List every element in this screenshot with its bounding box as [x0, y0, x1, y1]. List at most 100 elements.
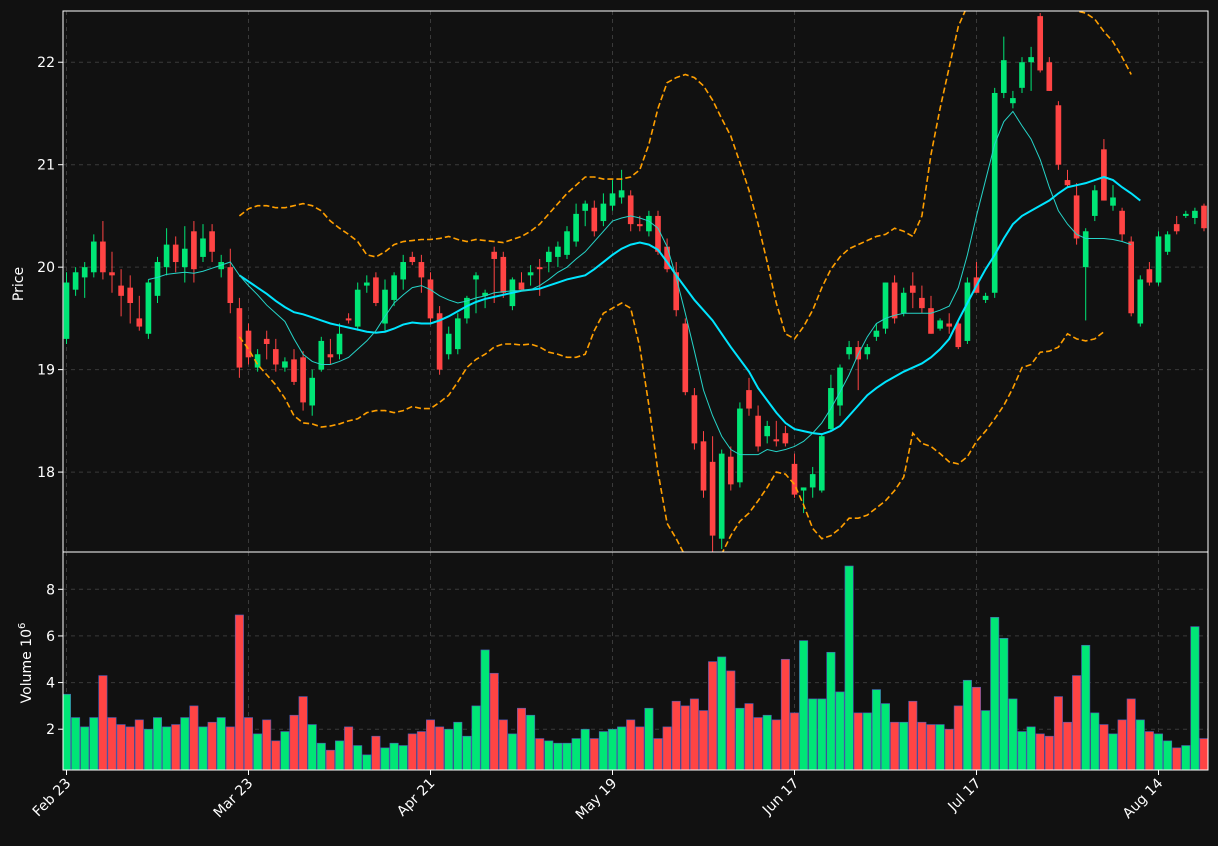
candle-body — [300, 357, 306, 403]
volume-axis-label-exponent: 6 — [17, 623, 28, 629]
candle-body — [154, 262, 161, 296]
volume-bar — [426, 719, 435, 770]
candle-body — [1146, 269, 1153, 283]
candle — [445, 326, 452, 360]
candle-body — [409, 256, 416, 263]
candle — [873, 323, 880, 341]
candle-body — [791, 463, 798, 495]
volume-bar — [1090, 712, 1100, 770]
volume-bar — [562, 742, 572, 770]
volume-bar — [1163, 740, 1173, 770]
volume-bar — [771, 719, 781, 770]
volume-bar — [407, 733, 417, 770]
candle — [709, 436, 716, 552]
volume-bar — [498, 719, 508, 770]
price-axis-label: Price — [11, 267, 27, 301]
candle — [1037, 13, 1044, 73]
volume-bar — [835, 691, 845, 770]
candle-body — [818, 436, 825, 491]
candle — [409, 251, 416, 266]
candle-body — [891, 282, 898, 319]
volume-bar — [580, 728, 590, 770]
volume-bar — [89, 717, 99, 770]
volume-bar — [844, 565, 854, 770]
candle-body — [127, 287, 134, 304]
candle-body — [464, 297, 470, 319]
volume-bar — [143, 728, 153, 770]
candle-body — [373, 277, 379, 304]
candle-body — [427, 279, 434, 319]
volume-bar — [507, 733, 517, 770]
candle — [1091, 185, 1098, 222]
volume-bar — [71, 717, 81, 770]
candle — [864, 344, 871, 360]
candle — [1173, 215, 1180, 235]
candle — [491, 246, 498, 304]
candle-body — [1155, 236, 1162, 283]
candle-body — [1046, 62, 1053, 91]
candle-body — [400, 262, 407, 280]
candle — [282, 357, 288, 372]
candle-body — [1110, 197, 1116, 206]
candle-body — [618, 190, 625, 198]
candle-body — [491, 251, 498, 259]
candle-body — [382, 289, 388, 324]
lower-band-line — [238, 302, 1105, 552]
candle — [946, 313, 953, 334]
volume-bar — [453, 721, 463, 770]
candle — [582, 200, 589, 227]
candle-body — [72, 272, 79, 290]
candle-body — [700, 441, 707, 491]
candle-body — [782, 433, 789, 444]
volume-bar — [80, 726, 90, 770]
price-tick-label: 21 — [37, 158, 55, 174]
candle — [309, 369, 316, 416]
volume-bar — [371, 735, 381, 770]
volume-bar — [307, 724, 317, 770]
volume-bar — [289, 714, 299, 770]
candle — [345, 313, 352, 324]
candle — [63, 272, 70, 345]
candle-body — [118, 285, 124, 296]
volume-bar — [189, 705, 199, 770]
candle — [1101, 139, 1107, 201]
candle-body — [291, 359, 297, 382]
candle — [254, 349, 261, 372]
volume-bar — [962, 679, 972, 770]
candle — [1119, 207, 1125, 242]
candle — [1046, 57, 1053, 91]
candle — [746, 377, 752, 416]
volume-bar — [225, 726, 235, 770]
candle-body — [109, 272, 115, 276]
volume-bar — [134, 719, 144, 770]
volume-bar — [98, 675, 108, 770]
candle-body — [418, 262, 425, 278]
candle-body — [882, 282, 889, 329]
candle-body — [919, 297, 925, 309]
volume-bar — [908, 700, 918, 770]
candle — [664, 238, 670, 273]
volume-bar — [881, 703, 890, 770]
candle-body — [1037, 16, 1044, 71]
candle — [318, 336, 325, 372]
candle — [227, 248, 234, 314]
volume-bar — [799, 640, 809, 770]
candle — [1182, 210, 1189, 218]
candle — [1201, 203, 1207, 232]
candle-body — [655, 215, 661, 252]
candle — [1064, 169, 1071, 188]
candle — [737, 402, 743, 488]
candle — [1128, 236, 1135, 317]
candle — [818, 433, 825, 493]
candle — [718, 449, 725, 549]
volume-bar — [890, 721, 900, 770]
candle — [1082, 228, 1089, 321]
candle-body — [955, 323, 962, 348]
candle-body — [336, 333, 343, 355]
volume-bar — [990, 616, 1000, 770]
volume-bar — [335, 740, 344, 770]
volume-bar — [244, 717, 253, 770]
volume-bar — [780, 658, 790, 770]
candle-body — [755, 415, 761, 447]
volume-y-axis: 2 4 6 8 — [46, 582, 63, 738]
